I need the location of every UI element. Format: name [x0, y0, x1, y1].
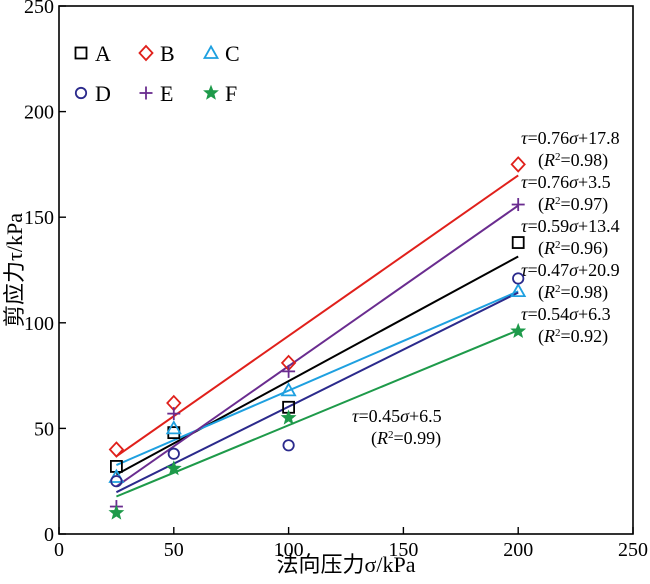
r-squared-text: (R2=0.96) — [538, 238, 608, 259]
x-tick-label: 150 — [388, 539, 418, 561]
data-point-F — [108, 504, 125, 520]
equation-text: τ=0.45σ+6.5 — [352, 406, 442, 426]
y-tick-label: 150 — [24, 207, 54, 229]
y-tick-label: 100 — [24, 313, 54, 335]
fit-line-E — [115, 204, 519, 488]
equation-text: τ=0.59σ+13.4 — [521, 216, 620, 236]
equation-text: τ=0.54σ+6.3 — [521, 304, 611, 324]
equation-annotation: τ=0.45σ+6.5(R2=0.99) — [352, 406, 442, 449]
legend-item-B: B — [138, 41, 175, 66]
fit-line-F — [116, 329, 519, 498]
legend-marker-B — [138, 44, 154, 62]
equation-annotation: τ=0.76σ+3.5(R2=0.97) — [521, 172, 611, 215]
legend-marker-D — [74, 86, 88, 100]
data-point-F — [165, 460, 182, 476]
legend-marker-C — [202, 44, 220, 59]
x-axis-title: 法向压力σ/kPa — [277, 552, 416, 577]
data-point-F — [280, 409, 297, 425]
x-tick-label: 250 — [618, 539, 648, 561]
data-point-E — [511, 198, 525, 212]
r-squared-text: (R2=0.98) — [538, 282, 608, 303]
equation-text: τ=0.76σ+17.8 — [521, 128, 620, 148]
x-tick-label: 0 — [54, 539, 64, 561]
equation-annotation: τ=0.59σ+13.4(R2=0.96) — [521, 216, 620, 259]
x-tick-label: 50 — [164, 539, 184, 561]
x-tick-label: 100 — [274, 539, 304, 561]
data-point-F — [510, 322, 527, 338]
legend-label-F: F — [225, 81, 237, 106]
data-point-C — [510, 282, 527, 298]
legend-label-D: D — [95, 81, 111, 106]
equation-annotation: τ=0.47σ+20.9(R2=0.98) — [521, 260, 620, 303]
data-point-A — [511, 236, 525, 249]
legend-marker-E — [139, 86, 153, 100]
legend-marker-F — [203, 84, 219, 100]
legend-label-E: E — [160, 81, 173, 106]
legend-label-B: B — [160, 41, 175, 66]
data-point-C — [280, 382, 297, 397]
legend-item-F: F — [203, 81, 237, 106]
fit-line-C — [116, 290, 519, 466]
data-point-D — [282, 439, 295, 452]
r-squared-text: (R2=0.92) — [538, 326, 608, 347]
data-point-D — [167, 447, 180, 460]
data-point-B — [108, 441, 125, 458]
legend-item-C: C — [202, 41, 240, 66]
legend-label-A: A — [95, 41, 111, 66]
r-squared-text: (R2=0.97) — [538, 194, 608, 215]
legend-item-D: D — [74, 81, 111, 106]
equation-text: τ=0.47σ+20.9 — [521, 260, 620, 280]
equation-annotation: τ=0.54σ+6.3(R2=0.92) — [521, 304, 611, 347]
data-point-D — [110, 475, 123, 488]
legend-label-C: C — [225, 41, 240, 66]
legend-item-E: E — [139, 81, 173, 106]
legend-marker-A — [74, 46, 88, 60]
data-point-C — [165, 420, 182, 435]
y-tick-label: 250 — [24, 0, 54, 18]
equation-annotation: τ=0.76σ+17.8(R2=0.98) — [521, 128, 620, 171]
r-squared-text: (R2=0.99) — [371, 428, 441, 449]
equation-text: τ=0.76σ+3.5 — [521, 172, 611, 192]
data-point-E — [282, 364, 296, 378]
y-tick-label: 0 — [44, 524, 54, 546]
y-tick-label: 50 — [34, 418, 54, 440]
plot-frame — [58, 5, 634, 535]
data-point-B — [510, 156, 526, 173]
data-point-D — [512, 272, 525, 285]
r-squared-text: (R2=0.98) — [538, 150, 608, 171]
x-tick-label: 200 — [503, 539, 533, 561]
data-point-E — [167, 407, 181, 421]
y-axis-title: 剪应力τ/kPa — [2, 213, 27, 327]
fit-line-A — [115, 255, 519, 476]
fit-line-D — [115, 291, 519, 494]
y-tick-label: 200 — [24, 102, 54, 124]
fit-line-B — [115, 174, 519, 458]
legend-item-A: A — [74, 41, 111, 66]
